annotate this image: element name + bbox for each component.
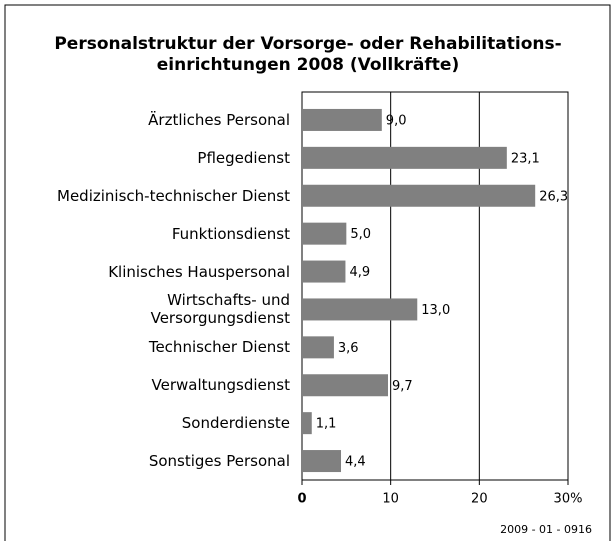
bar: [302, 108, 382, 131]
bar: [302, 298, 418, 321]
category-label: Pflegedienst: [197, 148, 290, 167]
value-label: 1,1: [316, 417, 337, 432]
bar: [302, 374, 389, 397]
category-label: Verwaltungsdienst: [151, 376, 290, 395]
value-label: 26,3: [539, 189, 568, 204]
value-label: 4,4: [345, 455, 366, 470]
category-label: Klinisches Hauspersonal: [108, 262, 290, 281]
x-tick-label: 20: [471, 492, 488, 507]
plot-frame: [301, 91, 569, 481]
bar: [302, 260, 346, 283]
value-label: 13,0: [421, 303, 450, 318]
bar: [302, 222, 347, 245]
frame: [4, 4, 611, 541]
category-label: Sonderdienste: [181, 414, 290, 433]
category-label: Medizinisch-technischer Dienst: [57, 186, 290, 205]
chart-title: Personalstruktur der Vorsorge- oder Reha…: [54, 34, 562, 75]
value-label: 9,0: [386, 113, 407, 128]
value-label: 4,9: [349, 265, 370, 280]
category-label: Wirtschafts- und Versorgungsdienst: [150, 291, 290, 328]
category-label: Sonstiges Personal: [148, 452, 290, 471]
bar: [302, 146, 507, 169]
category-label: Ärztliches Personal: [148, 110, 290, 129]
x-tick-label: 10: [382, 492, 399, 507]
bar: [302, 336, 334, 359]
value-label: 23,1: [511, 151, 540, 166]
x-tick-label: 30%: [554, 492, 583, 507]
value-label: 5,0: [350, 227, 371, 242]
bar: [302, 412, 312, 435]
category-label: Technischer Dienst: [148, 338, 290, 357]
bar: [302, 184, 536, 207]
category-label: Funktionsdienst: [171, 224, 290, 243]
bar: [302, 450, 342, 473]
footnote: 2009 - 01 - 0916: [500, 523, 592, 536]
x-tick-label: 0: [297, 492, 306, 507]
value-label: 3,6: [338, 341, 359, 356]
value-label: 9,7: [392, 379, 413, 394]
